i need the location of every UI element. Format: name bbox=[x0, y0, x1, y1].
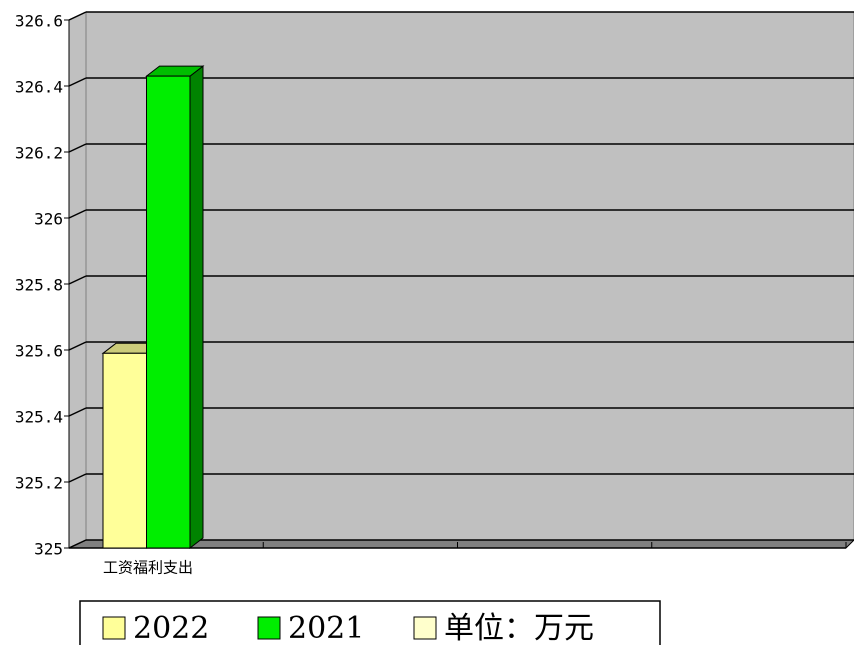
grid-line-side bbox=[68, 143, 87, 153]
y-tick-label: 325.4 bbox=[15, 408, 63, 427]
legend-label: 2022 bbox=[133, 611, 209, 645]
y-tick-label: 325 bbox=[34, 540, 63, 559]
legend-swatch bbox=[413, 616, 437, 640]
grid-line-side bbox=[68, 275, 87, 285]
y-tick-label: 326 bbox=[34, 210, 63, 229]
grid-line-side bbox=[68, 11, 87, 21]
y-tick-label: 325.6 bbox=[15, 342, 63, 361]
grid-line-side bbox=[68, 539, 87, 549]
bar bbox=[102, 352, 147, 549]
grid-line-side bbox=[68, 407, 87, 417]
legend-swatch bbox=[102, 616, 126, 640]
grid-line-side bbox=[68, 209, 87, 219]
x-tick-label: 工资福利支出 bbox=[103, 559, 193, 577]
legend-label: 单位：万元 bbox=[444, 611, 594, 645]
legend-box bbox=[79, 600, 661, 645]
y-tick-label: 325.2 bbox=[15, 474, 63, 493]
legend-swatch bbox=[257, 616, 281, 640]
legend-label: 2021 bbox=[288, 611, 364, 645]
bar-side bbox=[189, 65, 204, 550]
y-tick-label: 326.2 bbox=[15, 144, 63, 163]
y-tick-label: 326.6 bbox=[15, 12, 63, 31]
grid-line-side bbox=[68, 473, 87, 483]
y-tick-label: 325.8 bbox=[15, 276, 63, 295]
grid-line-side bbox=[68, 341, 87, 351]
bar bbox=[146, 75, 191, 549]
y-tick-label: 326.4 bbox=[15, 78, 63, 97]
grid-line-side bbox=[68, 77, 87, 87]
